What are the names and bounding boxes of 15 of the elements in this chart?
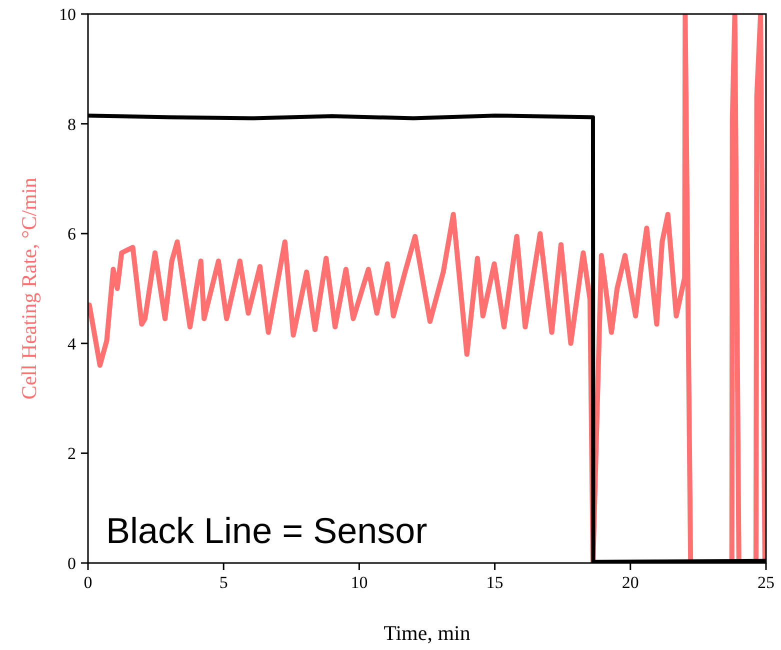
y-tick-label: 6: [68, 224, 76, 244]
x-tick-label: 20: [622, 573, 639, 592]
x-axis-title: Time, min: [384, 621, 471, 645]
x-tick-label: 10: [350, 573, 368, 592]
x-tick-label: 0: [84, 573, 92, 592]
y-tick-label: 8: [68, 114, 76, 134]
y-axis-title: Cell Heating Rate, °C/min: [17, 177, 41, 400]
x-tick-label: 5: [219, 573, 228, 592]
y-tick-label: 10: [59, 5, 76, 24]
x-tick-label: 15: [486, 573, 504, 592]
x-tick-label: 25: [758, 573, 774, 592]
y-tick-label: 2: [68, 444, 76, 464]
annotation: Black Line = Sensor: [106, 510, 428, 551]
y-tick-label: 0: [68, 554, 76, 573]
y-tick-label: 4: [68, 334, 76, 354]
